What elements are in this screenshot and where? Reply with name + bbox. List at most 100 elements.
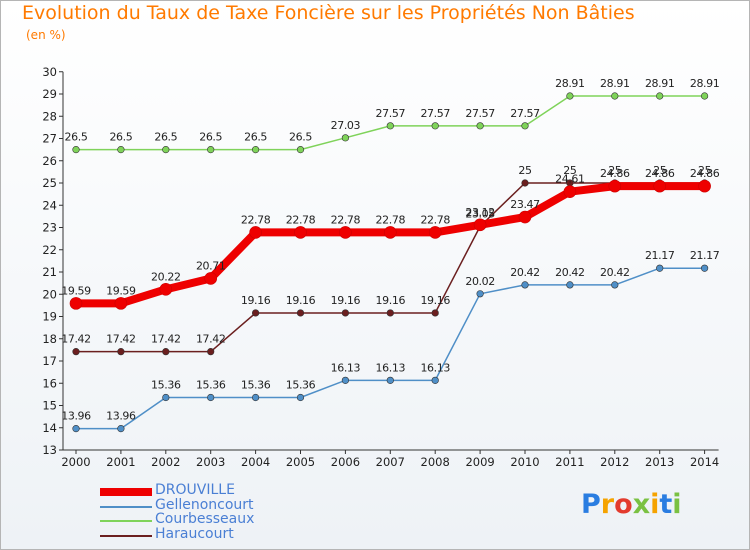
data-point-gellenoncourt <box>162 393 170 402</box>
data-point-gellenoncourt <box>72 425 80 433</box>
data-point-haraucourt <box>252 309 260 317</box>
y-tick-label: 22 <box>42 243 57 257</box>
data-point-haraucourt <box>341 309 350 317</box>
data-point-courbesseaux <box>611 92 619 100</box>
logo-letter: x <box>632 489 651 520</box>
data-point-courbesseaux <box>476 122 484 130</box>
data-point-gellenoncourt <box>611 281 619 289</box>
data-label-haraucourt: 19.16 <box>376 294 406 307</box>
data-label-haraucourt: 19.16 <box>420 294 450 307</box>
y-tick-label: 13 <box>42 443 57 457</box>
data-point-haraucourt <box>431 309 439 317</box>
data-label-courbesseaux: 26.5 <box>199 131 222 144</box>
data-point-gellenoncourt <box>296 393 305 402</box>
x-tick-label: 2006 <box>331 455 360 469</box>
x-tick-label: 2013 <box>645 455 674 469</box>
data-label-courbesseaux: 27.57 <box>510 107 540 120</box>
data-label-haraucourt: 25 <box>653 164 667 177</box>
x-tick-label: 2012 <box>600 455 629 469</box>
data-label-drouville: 19.59 <box>106 284 136 297</box>
data-label-haraucourt: 25 <box>563 164 577 177</box>
x-tick-label: 2008 <box>421 455 450 469</box>
x-tick-label: 2007 <box>376 455 405 469</box>
data-point-courbesseaux <box>252 146 260 154</box>
data-point-drouville <box>294 226 307 239</box>
y-tick-label: 30 <box>42 65 57 79</box>
data-point-haraucourt <box>296 309 305 317</box>
data-point-drouville <box>518 210 532 224</box>
data-label-drouville: 19.59 <box>61 284 91 297</box>
y-tick-label: 28 <box>42 109 57 123</box>
legend-swatch <box>100 520 152 522</box>
y-tick-label: 14 <box>42 421 57 435</box>
data-point-courbesseaux <box>700 92 709 100</box>
data-point-haraucourt <box>117 348 125 356</box>
data-label-haraucourt: 19.16 <box>241 294 271 307</box>
data-point-drouville <box>383 226 397 239</box>
data-label-gellenoncourt: 15.36 <box>151 378 181 391</box>
legend-swatch <box>100 534 152 537</box>
data-point-drouville <box>339 226 352 239</box>
data-label-courbesseaux: 28.91 <box>555 77 585 90</box>
legend-label: Gellenoncourt <box>155 496 254 513</box>
data-point-drouville <box>159 283 173 296</box>
data-point-drouville <box>114 297 128 310</box>
y-tick-label: 19 <box>42 310 57 324</box>
data-label-gellenoncourt: 15.36 <box>241 378 271 391</box>
x-tick-label: 2002 <box>151 455 180 469</box>
data-point-gellenoncourt <box>252 393 260 402</box>
data-label-drouville: 22.78 <box>241 213 271 226</box>
data-label-gellenoncourt: 16.13 <box>420 361 450 374</box>
data-label-gellenoncourt: 20.42 <box>555 266 585 279</box>
data-point-gellenoncourt <box>521 281 529 289</box>
data-point-drouville <box>563 185 577 198</box>
data-point-gellenoncourt <box>386 376 394 384</box>
data-label-drouville: 24.86 <box>690 167 720 180</box>
data-point-gellenoncourt <box>700 264 709 272</box>
data-point-gellenoncourt <box>117 425 125 433</box>
data-point-drouville <box>249 226 262 239</box>
data-label-haraucourt: 19.16 <box>286 294 316 307</box>
legend-label: DROUVILLE <box>155 482 235 498</box>
data-point-haraucourt <box>207 348 215 356</box>
y-tick-label: 21 <box>42 265 57 279</box>
data-label-haraucourt: 17.42 <box>196 333 226 346</box>
logo-letter: o <box>614 489 633 520</box>
data-point-gellenoncourt <box>476 290 484 298</box>
data-label-drouville: 24.86 <box>645 167 675 180</box>
data-label-haraucourt: 25 <box>518 164 532 177</box>
legend-label: Haraucourt <box>155 525 234 542</box>
data-point-courbesseaux <box>656 92 664 100</box>
data-label-gellenoncourt: 16.13 <box>331 361 361 374</box>
y-tick-label: 26 <box>42 154 57 168</box>
data-label-gellenoncourt: 15.36 <box>286 378 316 391</box>
logo-letter: t <box>659 489 673 520</box>
data-point-drouville <box>428 226 442 239</box>
data-label-courbesseaux: 27.57 <box>376 107 406 120</box>
data-label-courbesseaux: 26.5 <box>65 131 88 144</box>
data-point-courbesseaux <box>521 122 529 130</box>
data-label-courbesseaux: 27.57 <box>420 107 450 120</box>
data-label-drouville: 22.78 <box>331 213 361 226</box>
data-label-gellenoncourt: 13.96 <box>106 410 136 423</box>
data-point-courbesseaux <box>296 146 305 154</box>
data-labels: 26.5 26.5 26.5 26.5 26.5 26.5 27.03 27.57 27.57 2… <box>61 77 720 423</box>
logo-letter: i <box>650 489 660 520</box>
data-label-haraucourt: 25 <box>698 164 712 177</box>
data-point-gellenoncourt <box>431 376 439 384</box>
y-tick-label: 18 <box>42 332 57 346</box>
legend-swatch <box>100 505 152 508</box>
y-tick-label: 15 <box>42 399 57 413</box>
axes: 13 14 15 16 17 18 19 20 21 22 23 24 25 26 27 28 29 30 2000… <box>42 65 719 469</box>
data-point-courbesseaux <box>162 146 170 154</box>
data-point-gellenoncourt <box>656 264 664 272</box>
data-label-drouville: 20.22 <box>151 270 181 283</box>
y-tick-label: 27 <box>42 132 57 146</box>
data-point-haraucourt <box>72 348 80 356</box>
x-tick-label: 2011 <box>555 455 584 469</box>
data-label-gellenoncourt: 21.17 <box>690 249 720 262</box>
y-tick-label: 24 <box>42 198 57 212</box>
data-label-gellenoncourt: 16.13 <box>376 361 406 374</box>
data-point-drouville <box>204 272 217 285</box>
